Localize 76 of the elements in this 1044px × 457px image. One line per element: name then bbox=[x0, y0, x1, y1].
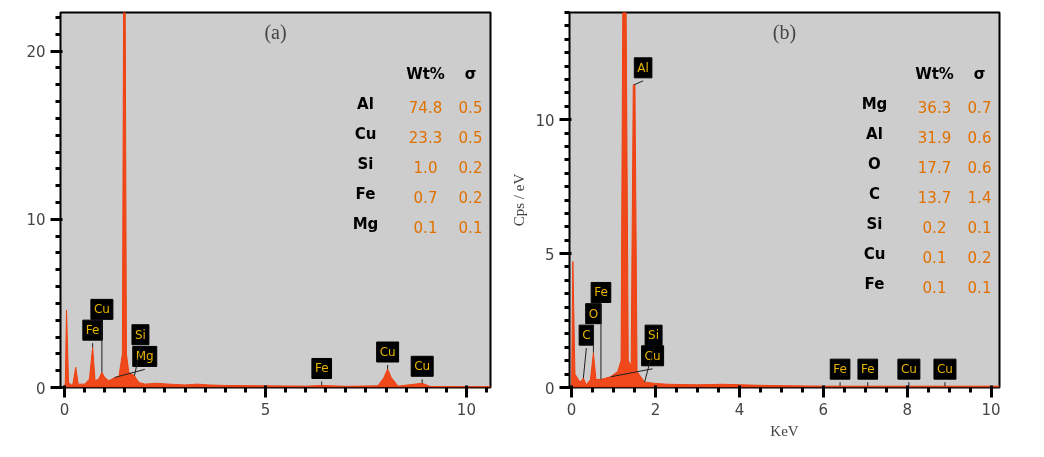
annotation: 0.1 bbox=[922, 248, 947, 267]
x-tick-label: 10 bbox=[981, 400, 1001, 419]
annotation: 0.1 bbox=[922, 278, 947, 297]
annotation: Wt% bbox=[915, 64, 954, 83]
x-tick-label: 5 bbox=[260, 400, 271, 419]
annotation: Mg bbox=[861, 94, 888, 113]
annotation: 0.1 bbox=[413, 218, 438, 237]
annotation: 0.1 bbox=[967, 218, 992, 237]
x-tick-label: 10 bbox=[456, 400, 476, 419]
annotation: Si bbox=[134, 327, 146, 342]
annotation: Fe bbox=[833, 362, 847, 377]
x-tick-label: 6 bbox=[818, 400, 829, 419]
annotation: 0.2 bbox=[967, 248, 992, 267]
annotation: Cu bbox=[379, 345, 396, 359]
annotation: Fe bbox=[314, 361, 329, 376]
annotation: Al bbox=[637, 60, 649, 75]
y-tick-label: 20 bbox=[26, 43, 46, 62]
annotation: Cu bbox=[354, 124, 377, 143]
y-tick-label: 10 bbox=[535, 111, 555, 130]
annotation: Si bbox=[866, 214, 883, 233]
y-tick-label: 0 bbox=[544, 379, 555, 398]
y-tick-label: 0 bbox=[35, 379, 46, 398]
x-axis-title: KeV bbox=[770, 422, 799, 439]
annotation: 0.5 bbox=[458, 128, 483, 147]
annotation: Mg bbox=[135, 349, 154, 364]
annotation: Cu bbox=[900, 362, 917, 377]
annotation: 0.7 bbox=[413, 188, 438, 207]
annotation: 1.0 bbox=[413, 158, 438, 177]
annotation: 0.6 bbox=[967, 128, 992, 147]
annotation: 13.7 bbox=[917, 188, 952, 207]
annotation: Wt% bbox=[406, 64, 445, 83]
annotation: 36.3 bbox=[917, 98, 952, 117]
annotation: Si bbox=[357, 154, 374, 173]
annotation: 31.9 bbox=[917, 128, 952, 147]
chart-title: (b) bbox=[772, 20, 797, 44]
annotation: 1.4 bbox=[967, 188, 992, 207]
chart-title: (a) bbox=[264, 20, 287, 44]
annotation: Fe bbox=[860, 362, 875, 377]
x-tick-label: 8 bbox=[902, 400, 912, 419]
annotation: 0.2 bbox=[922, 218, 947, 237]
annotation: 17.7 bbox=[917, 158, 952, 177]
annotation: 74.8 bbox=[408, 98, 443, 117]
y-axis-title: Cps / eV bbox=[511, 173, 528, 227]
annotation: Si bbox=[648, 328, 660, 343]
annotation: 0.2 bbox=[458, 158, 483, 177]
annotation: 0.6 bbox=[967, 158, 992, 177]
annotation: C bbox=[582, 328, 591, 343]
annotation: Cu bbox=[93, 302, 110, 317]
annotation: Cu bbox=[414, 359, 431, 374]
annotation: 0.5 bbox=[458, 98, 483, 117]
annotation: σ bbox=[464, 64, 477, 83]
x-tick-label: 4 bbox=[734, 400, 745, 419]
annotation: 0.2 bbox=[458, 188, 483, 207]
x-tick-label: 0 bbox=[566, 400, 577, 419]
annotation: 0.1 bbox=[967, 278, 992, 297]
annotation: Cu bbox=[863, 244, 886, 263]
annotation: Mg bbox=[352, 214, 379, 233]
annotation: O bbox=[868, 154, 881, 173]
x-tick-label: 2 bbox=[650, 400, 661, 419]
annotation: Al bbox=[866, 124, 883, 143]
annotation: Fe bbox=[355, 184, 376, 203]
annotation: 0.1 bbox=[458, 218, 483, 237]
annotation: O bbox=[588, 306, 599, 321]
annotation: Fe bbox=[864, 274, 885, 293]
annotation: Fe bbox=[85, 323, 100, 338]
annotation: 0.7 bbox=[967, 98, 992, 117]
y-tick-label: 10 bbox=[26, 211, 46, 230]
annotation: C bbox=[869, 184, 881, 203]
x-tick-label: 0 bbox=[59, 400, 70, 419]
annotation: 23.3 bbox=[408, 128, 443, 147]
annotation: Al bbox=[357, 94, 374, 113]
annotation: Cu bbox=[936, 362, 953, 377]
annotation: Cu bbox=[644, 348, 661, 363]
y-tick-label: 5 bbox=[544, 245, 555, 264]
annotation: Fe bbox=[594, 285, 608, 300]
annotation: σ bbox=[973, 64, 986, 83]
